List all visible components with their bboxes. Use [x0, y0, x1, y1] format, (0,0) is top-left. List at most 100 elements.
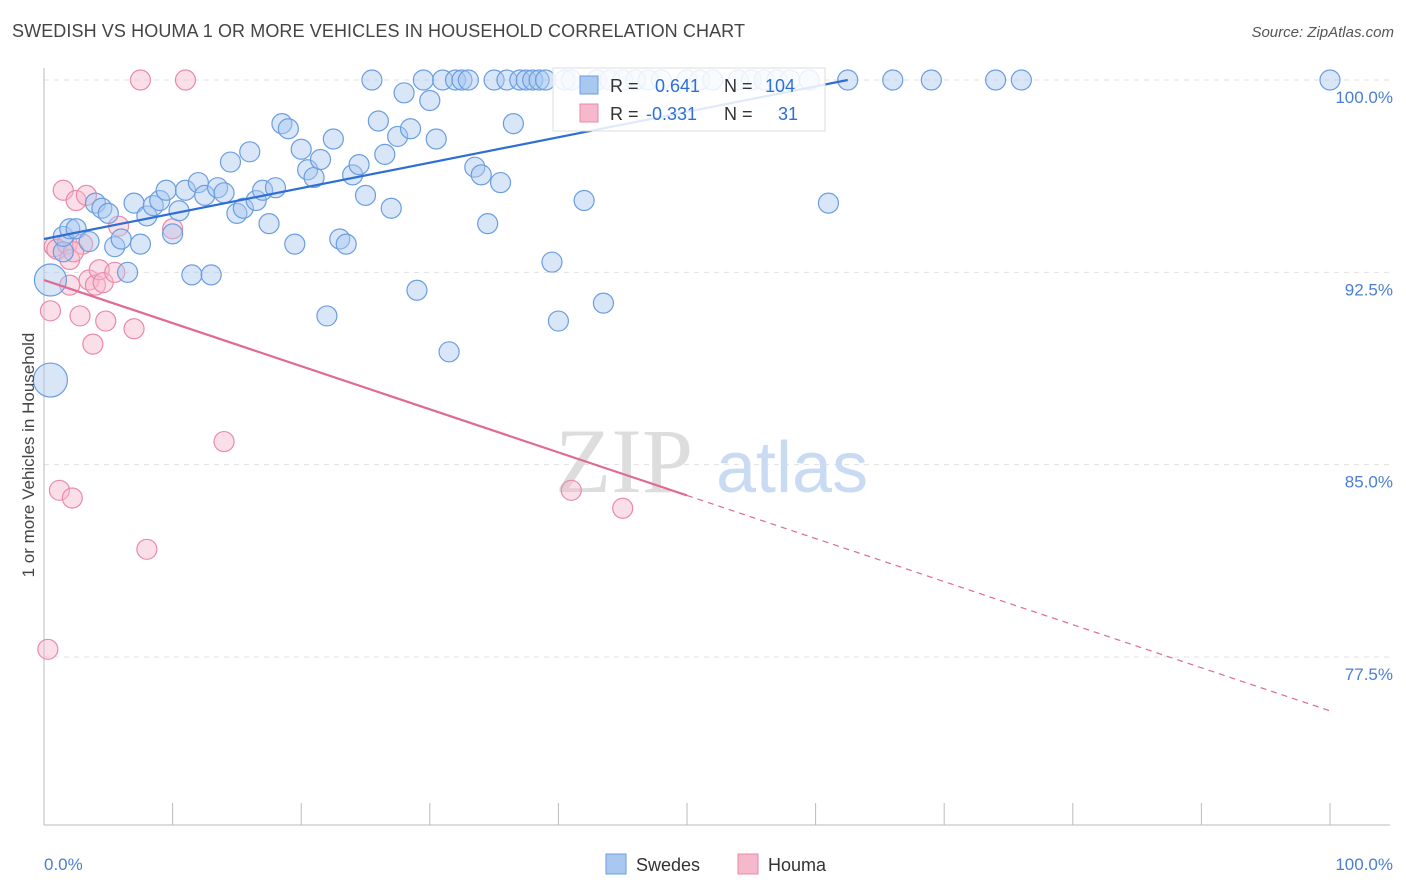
houma-point [560, 479, 582, 501]
swedes-point [290, 138, 312, 160]
swedes-point [219, 151, 242, 173]
swedes-point [97, 202, 119, 224]
trend-lines [43, 78, 1331, 712]
swedes-point [817, 192, 840, 214]
swedes-point [444, 69, 467, 91]
swedes-point [1010, 69, 1032, 91]
houma-point [82, 333, 104, 355]
houma-trend-line [43, 278, 688, 497]
swedes-point [419, 89, 441, 112]
swedes-point [277, 118, 299, 140]
swedes-point [258, 213, 280, 235]
houma-trend-extension [686, 494, 1331, 712]
swedes-point [509, 69, 531, 91]
swedes-point [374, 143, 396, 165]
y-tick-label: 77.5% [1345, 665, 1393, 684]
swedes-point [483, 69, 505, 91]
swedes-point [470, 164, 492, 186]
swedes-point [78, 230, 100, 253]
swedes-point [32, 362, 69, 398]
swedes-point [387, 125, 409, 148]
swedes-n-label: N = [724, 76, 753, 96]
swedes-series-label: Swedes [636, 855, 700, 875]
houma-n-label: N = [724, 104, 753, 124]
swedes-point [129, 233, 152, 255]
swedes-point [181, 264, 203, 286]
swedes-r-label: R = [610, 76, 639, 96]
houma-n-value: 31 [778, 104, 798, 124]
tick-labels: 100.0% 92.5% 85.0% 77.5% 0.0% 100.0% [44, 88, 1393, 874]
swedes-point [592, 292, 615, 314]
swedes-point [547, 310, 570, 332]
swedes-point [367, 110, 389, 132]
swedes-point [393, 82, 415, 104]
houma-points [37, 69, 634, 660]
swedes-point [489, 171, 512, 194]
swedes-point [380, 197, 402, 219]
swedes-point [920, 69, 942, 91]
swedes-point [52, 241, 74, 263]
grid-lines [44, 79, 1390, 658]
swedes-point [213, 182, 235, 204]
swedes-point [438, 341, 460, 363]
swedes-point [200, 264, 222, 286]
swedes-point [116, 261, 139, 283]
swedes-point [149, 189, 171, 212]
houma-point [136, 538, 158, 560]
axes [43, 68, 1390, 826]
houma-r-value: -0.331 [646, 104, 697, 124]
houma-point [39, 300, 62, 322]
swedes-point [451, 69, 473, 91]
x-tick-label: 0.0% [44, 855, 83, 874]
series-legend: Swedes Houma [605, 853, 827, 875]
houma-point [61, 487, 83, 509]
houma-series-label: Houma [768, 855, 827, 875]
swedes-n-value: 104 [765, 76, 795, 96]
chart-title: SWEDISH VS HOUMA 1 OR MORE VEHICLES IN H… [12, 21, 746, 41]
swedes-point [162, 223, 184, 245]
swedes-point [335, 233, 357, 255]
swedes-point [406, 279, 428, 301]
swedes-legend-swatch [579, 75, 599, 95]
swedes-point [477, 213, 499, 235]
swedes-point [322, 128, 344, 150]
houma-point [213, 430, 235, 453]
swedes-point [541, 251, 563, 273]
houma-point [69, 305, 91, 327]
swedes-point [239, 141, 261, 163]
watermark-atlas: atlas [716, 428, 868, 508]
swedes-point [412, 69, 434, 91]
swedes-point [573, 189, 595, 212]
swedes-point [457, 69, 479, 91]
swedes-point [354, 184, 377, 206]
houma-r-label: R = [610, 104, 639, 124]
swedes-point [155, 179, 177, 201]
swedes-point [1319, 69, 1341, 91]
houma-legend-swatch [579, 103, 599, 123]
y-tick-label: 100.0% [1335, 88, 1393, 107]
swedes-point [425, 128, 447, 150]
swedes-r-value: 0.641 [655, 76, 700, 96]
houma-point [123, 318, 145, 340]
swedes-point [528, 69, 550, 91]
x-tick-label: 100.0% [1335, 855, 1393, 874]
swedes-point [348, 154, 370, 176]
watermark: ZIP atlas [555, 410, 868, 512]
swedes-point [316, 305, 338, 327]
swedes-point [522, 69, 544, 91]
swedes-point [515, 69, 537, 91]
swedes-point [399, 118, 422, 140]
watermark-zip: ZIP [555, 410, 693, 512]
swedes-series-swatch [605, 853, 627, 875]
swedes-point [174, 179, 197, 201]
swedes-point [110, 228, 132, 250]
houma-point [37, 638, 59, 660]
y-axis-label: 1 or more Vehicles in Household [19, 333, 38, 578]
houma-point [612, 497, 634, 519]
swedes-point [502, 112, 524, 135]
swedes-point [33, 263, 68, 297]
swedes-point [432, 69, 454, 91]
houma-point [129, 69, 152, 91]
houma-point [104, 261, 126, 283]
y-tick-label: 92.5% [1345, 280, 1393, 299]
